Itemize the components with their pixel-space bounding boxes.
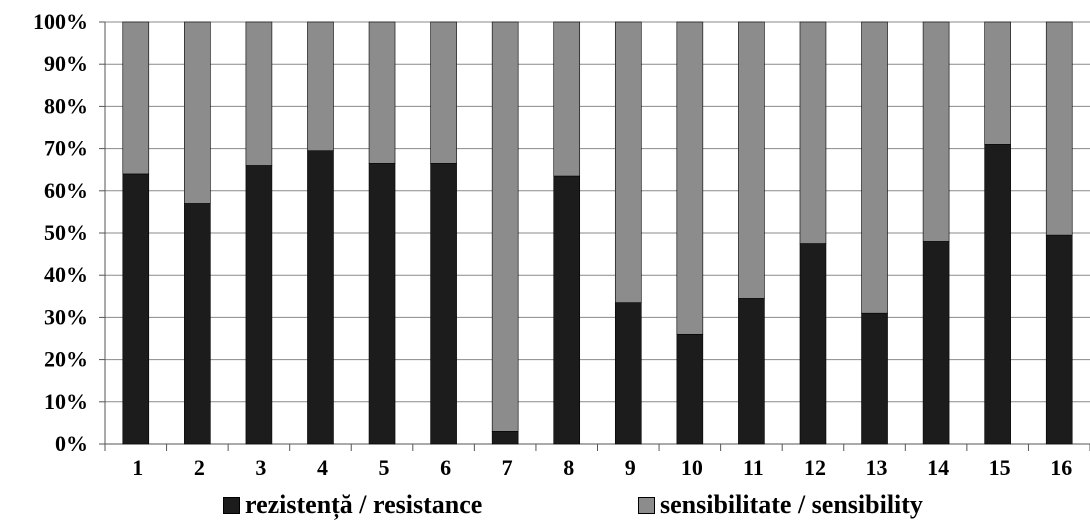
x-tick-label: 13 [866, 455, 888, 480]
y-tick-label: 60% [44, 178, 88, 203]
x-tick-label: 3 [255, 455, 266, 480]
bar-resistance [738, 298, 765, 445]
bar-sensibility [922, 21, 950, 242]
x-tick-label: 4 [317, 455, 328, 480]
x-tick-label: 7 [502, 455, 513, 480]
x-tick-label: 5 [379, 455, 390, 480]
x-tick-label: 15 [989, 455, 1011, 480]
x-tick-label: 2 [194, 455, 205, 480]
y-tick-label: 10% [44, 389, 88, 414]
bar-sensibility [430, 21, 457, 164]
x-tick-label: 16 [1050, 455, 1072, 480]
legend-item-sensibility: sensibilitate / sensibility [638, 490, 923, 520]
bar-sensibility [984, 21, 1011, 145]
bar-resistance [676, 333, 704, 445]
y-tick-label: 0% [55, 431, 88, 456]
bar-resistance [553, 175, 581, 445]
y-tick-label: 100% [33, 9, 88, 34]
legend-swatch-resistance [223, 496, 240, 514]
x-tick-label: 1 [132, 455, 143, 480]
legend-label-resistance: rezistență / resistance [245, 490, 483, 519]
bar-resistance [799, 243, 827, 445]
bar-resistance [184, 203, 211, 445]
x-tick-label: 6 [440, 455, 451, 480]
bar-sensibility [122, 21, 150, 175]
bar-sensibility [368, 21, 396, 164]
legend: rezistență / resistance sensibilitate / … [0, 490, 1090, 525]
x-tick-label: 14 [927, 455, 949, 480]
y-tick-label: 20% [44, 347, 88, 372]
y-tick-label: 70% [44, 136, 88, 161]
bar-sensibility [676, 21, 704, 335]
x-tick-label: 9 [625, 455, 636, 480]
bar-sensibility [184, 21, 211, 204]
x-tick-label: 10 [681, 455, 703, 480]
bar-sensibility [799, 21, 827, 244]
y-tick-label: 30% [44, 304, 88, 329]
bar-resistance [491, 431, 519, 445]
bar-resistance [984, 144, 1011, 445]
bar-resistance [614, 302, 642, 445]
bar-sensibility [861, 21, 888, 314]
bar-sensibility [1045, 21, 1073, 236]
bar-sensibility [491, 21, 519, 432]
y-tick-label: 50% [44, 220, 88, 245]
bar-sensibility [307, 21, 334, 152]
bar-resistance [245, 165, 273, 445]
bar-resistance [1045, 234, 1073, 445]
bar-resistance [430, 163, 457, 445]
x-tick-label: 8 [563, 455, 574, 480]
bar-sensibility [245, 21, 273, 166]
legend-swatch-sensibility [638, 496, 655, 514]
stacked-bar-chart: 0%10%20%30%40%50%60%70%80%90%100%1 2 3 4 5 6 7… [33, 9, 1090, 480]
bar-resistance [122, 173, 150, 445]
y-tick-label: 80% [44, 93, 88, 118]
legend-label-sensibility: sensibilitate / sensibility [660, 490, 923, 519]
bar-sensibility [738, 21, 765, 299]
x-tick-label: 12 [804, 455, 826, 480]
bar-resistance [922, 241, 950, 445]
bar-resistance [307, 150, 334, 445]
bar-resistance [861, 312, 888, 445]
bar-sensibility [614, 21, 642, 303]
y-tick-label: 90% [44, 51, 88, 76]
bar-resistance [368, 163, 396, 445]
legend-item-resistance: rezistență / resistance [223, 490, 482, 520]
x-tick-label: 11 [743, 455, 764, 480]
y-tick-label: 40% [44, 262, 88, 287]
bar-sensibility [553, 21, 581, 177]
